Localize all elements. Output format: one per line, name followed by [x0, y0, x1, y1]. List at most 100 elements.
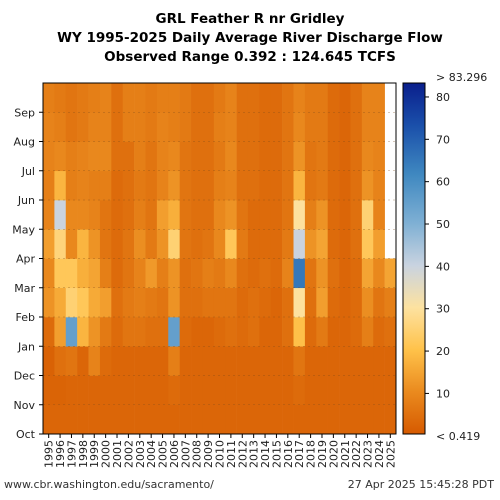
heatmap-cell — [270, 200, 283, 230]
heatmap-cell — [99, 346, 112, 376]
heatmap-cell — [259, 200, 272, 230]
heatmap-cell — [361, 317, 374, 347]
y-tick-label: Feb — [16, 311, 35, 324]
heatmap-cell — [213, 229, 226, 259]
heatmap-cell — [213, 170, 226, 201]
heatmap-cell — [350, 404, 363, 435]
heatmap-cell — [304, 170, 317, 201]
heatmap-cell — [304, 229, 317, 259]
heatmap-cell — [225, 83, 237, 113]
heatmap-cell — [373, 83, 385, 113]
heatmap-cell — [384, 375, 397, 406]
heatmap-cell — [65, 170, 78, 201]
heatmap-cell — [65, 83, 78, 113]
heatmap-cell — [77, 229, 89, 259]
heatmap-cell — [145, 317, 158, 347]
heatmap-cell — [293, 346, 306, 376]
heatmap-cell — [327, 375, 340, 406]
heatmap-cell — [316, 229, 328, 259]
heatmap-cell — [77, 170, 89, 201]
heatmap-cell — [111, 200, 124, 230]
heatmap-cell — [304, 317, 317, 347]
heatmap-cell — [293, 229, 306, 259]
heatmap-cell — [316, 317, 328, 347]
heatmap-cell — [134, 229, 146, 259]
heatmap-cell — [54, 200, 67, 230]
heatmap-cell — [156, 229, 169, 259]
heatmap-cell — [54, 170, 67, 201]
heatmap-cell — [145, 200, 158, 230]
heatmap-cell — [316, 170, 328, 201]
heatmap-cell — [373, 375, 385, 406]
heatmap-cell — [54, 112, 67, 142]
heatmap-cell — [65, 404, 78, 435]
heatmap-cell — [282, 317, 294, 347]
heatmap-cell — [236, 317, 249, 347]
heatmap-cell — [327, 112, 340, 142]
heatmap-cell — [236, 346, 249, 376]
heatmap-cell — [179, 317, 192, 347]
heatmap-cell — [134, 346, 146, 376]
heatmap-cell — [259, 83, 272, 113]
heatmap-cell — [350, 83, 363, 113]
colorbar-tick-label: 50 — [436, 218, 450, 231]
heatmap-cell — [156, 141, 169, 172]
heatmap-cell — [282, 375, 294, 406]
heatmap-cell — [270, 404, 283, 435]
heatmap-cell — [361, 404, 374, 435]
y-tick-label: Dec — [14, 370, 35, 383]
heatmap-cell — [339, 170, 351, 201]
heatmap-cell — [293, 170, 306, 201]
heatmap-cell — [77, 375, 89, 406]
heatmap-cell — [247, 141, 260, 172]
heatmap-cell — [122, 287, 135, 318]
heatmap-cell — [134, 112, 146, 142]
heatmap-cell — [111, 404, 124, 435]
heatmap-cell — [282, 83, 294, 113]
heatmap-cell — [247, 346, 260, 376]
x-tick-label: 2009 — [202, 440, 215, 468]
heatmap-cell — [111, 317, 124, 347]
heatmap-cell — [191, 346, 203, 376]
x-tick-label: 2019 — [316, 440, 329, 468]
x-tick-label: 2015 — [270, 440, 283, 468]
heatmap-cell — [122, 375, 135, 406]
heatmap-cell — [316, 200, 328, 230]
heatmap-cell — [384, 404, 397, 435]
heatmap-cell — [77, 346, 89, 376]
heatmap-cell — [225, 200, 237, 230]
heatmap-cell — [304, 112, 317, 142]
heatmap-cell — [145, 258, 158, 289]
heatmap-cell — [225, 112, 237, 142]
heatmap-cell — [88, 83, 101, 113]
y-tick-label: Jun — [17, 194, 35, 207]
heatmap-cell — [327, 317, 340, 347]
heatmap-cell — [168, 375, 180, 406]
heatmap-cell — [270, 375, 283, 406]
heatmap-cell — [202, 375, 215, 406]
heatmap-cell — [99, 229, 112, 259]
heatmap-cell — [202, 346, 215, 376]
heatmap-cell — [54, 83, 67, 113]
heatmap-cell — [373, 287, 385, 318]
heatmap-cell — [191, 317, 203, 347]
heatmap-cell — [168, 229, 180, 259]
heatmap-cell — [65, 317, 78, 347]
heatmap-cell — [111, 170, 124, 201]
heatmap-cell — [145, 287, 158, 318]
heatmap-cell — [259, 404, 272, 435]
heatmap-cell — [111, 112, 124, 142]
heatmap-cell — [282, 346, 294, 376]
heatmap-cell — [373, 346, 385, 376]
x-axis: 1995199619971998199920002001200220032004… — [43, 434, 397, 468]
heatmap-cell — [134, 83, 146, 113]
heatmap-cell — [156, 258, 169, 289]
heatmap-cell — [384, 287, 397, 318]
heatmap-cell — [339, 346, 351, 376]
heatmap-cell — [43, 258, 55, 289]
x-tick-label: 1998 — [77, 440, 90, 468]
heatmap-cell — [213, 83, 226, 113]
heatmap-cell — [282, 229, 294, 259]
heatmap-cell — [122, 317, 135, 347]
heatmap-cell — [134, 170, 146, 201]
